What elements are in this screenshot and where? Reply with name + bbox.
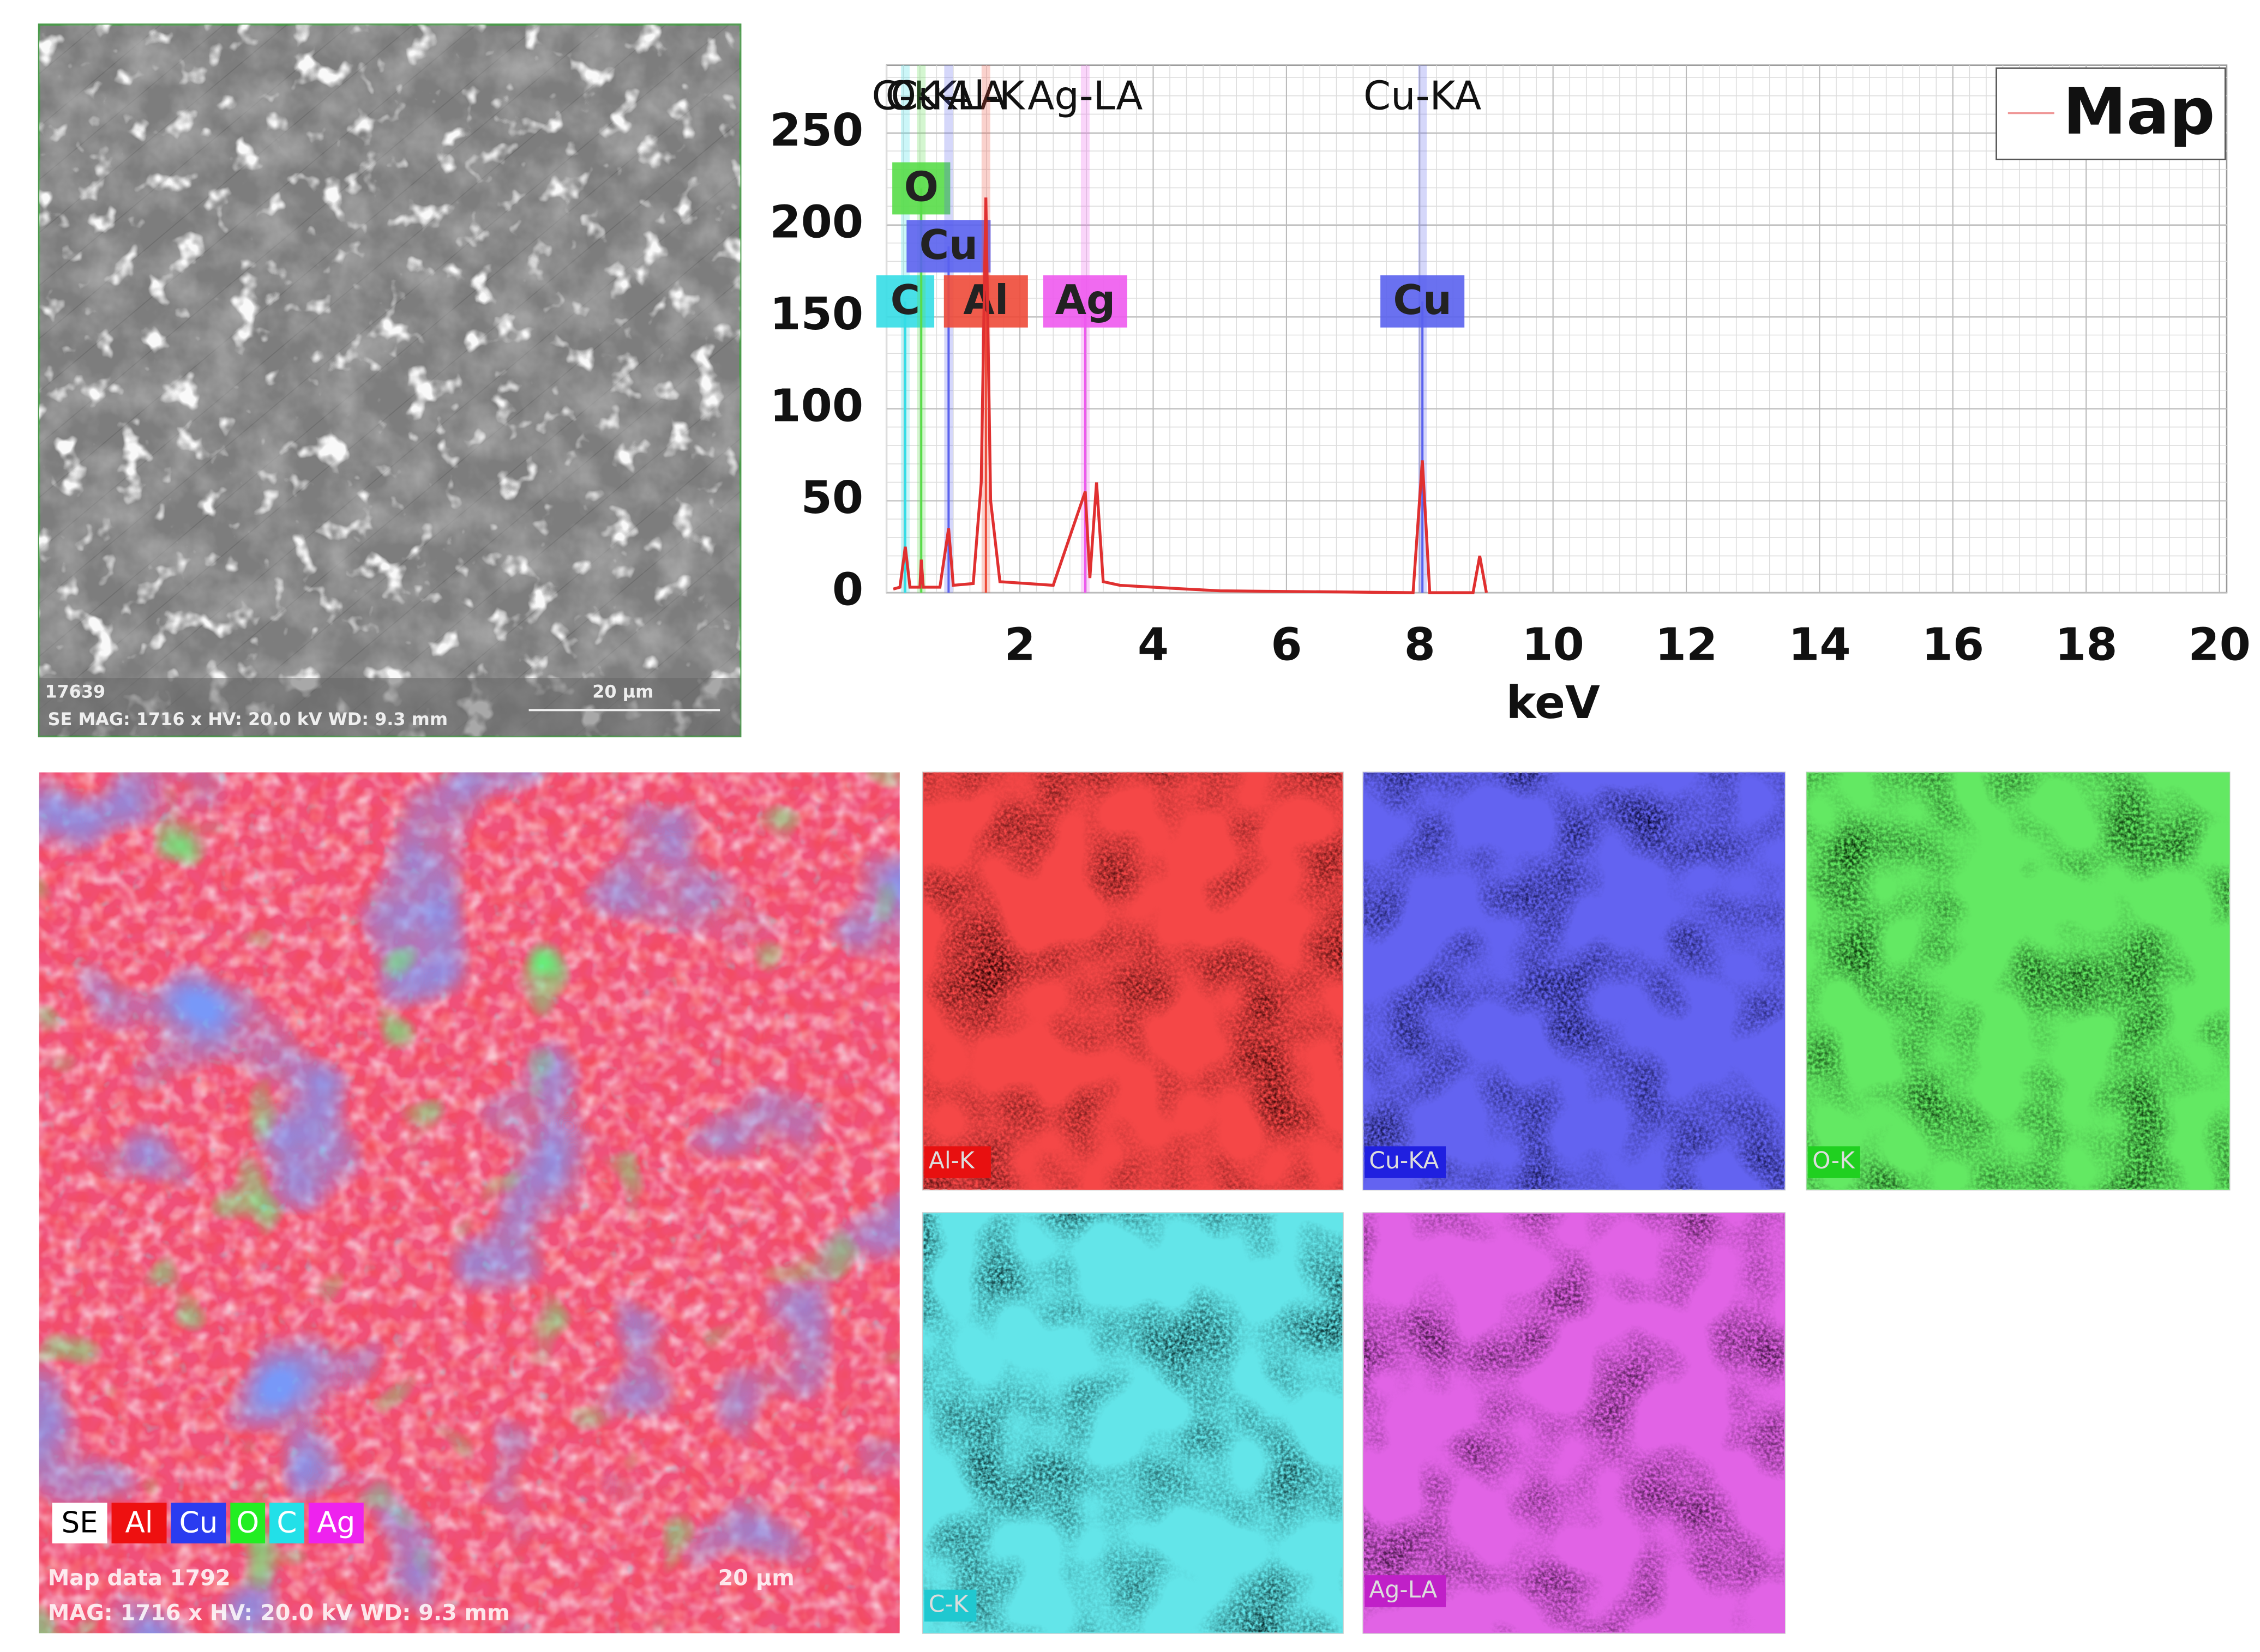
x-tick-label: 14 — [1788, 619, 1851, 671]
element-map-label: O-K — [1812, 1148, 1855, 1174]
x-tick-label: 10 — [1522, 619, 1584, 671]
spectrum-chart: 0 50 100 150 200 250 2 4 6 8 10 12 14 16 18 20 keV C C-K O O… — [770, 64, 2251, 729]
x-tick-label: 12 — [1655, 619, 1718, 671]
element-map-label: Cu-KA — [1369, 1148, 1439, 1174]
element-map-texture — [923, 1213, 1343, 1633]
peak-tag: Ag — [1055, 276, 1115, 324]
element-map-label: C-K — [929, 1591, 969, 1618]
peak-tag-box — [892, 162, 951, 215]
y-tick-label: 150 — [770, 288, 863, 340]
composite-info: Map data 1792 — [48, 1566, 231, 1591]
composite-legend-swatch — [269, 1503, 304, 1544]
y-tick-label: 250 — [770, 105, 863, 156]
peak-tag-box — [1043, 275, 1127, 328]
composite-legend-label: O — [236, 1506, 259, 1540]
x-tick-label: 4 — [1138, 619, 1169, 671]
sem-scale-label: 20 µm — [592, 681, 653, 702]
x-tick-label: 2 — [1004, 619, 1035, 671]
x-axis-label: keV — [1506, 677, 1600, 729]
peak-tag-box — [1380, 275, 1465, 328]
peak-tag: Cu — [1393, 276, 1452, 324]
sem-image: 17639 SE MAG: 1716 x HV: 20.0 kV WD: 9.3… — [38, 23, 742, 738]
element-map-label-box — [924, 1146, 991, 1178]
composite-legend-label: SE — [61, 1506, 98, 1540]
element-map-label-box — [1365, 1146, 1446, 1178]
sem-info-bar — [39, 678, 741, 737]
element-map-texture — [1363, 1213, 1785, 1633]
composite-legend-swatch — [308, 1503, 364, 1544]
element-map-label-box — [924, 1589, 977, 1622]
peak-tag-box — [876, 275, 935, 328]
x-tick-label: 8 — [1404, 619, 1435, 671]
peak-label: Al-K — [947, 73, 1026, 118]
x-tick-label: 20 — [2188, 619, 2251, 671]
peak-label: Cu-KA — [1363, 73, 1481, 118]
element-map-label: Al-K — [929, 1148, 975, 1174]
composite-legend-swatch — [230, 1503, 266, 1544]
sem-id: 17639 — [45, 681, 105, 702]
composite-scale: 20 µm — [718, 1566, 795, 1591]
composite-texture — [39, 772, 900, 1633]
legend: Map — [1995, 67, 2226, 160]
peak-label: Cu-LA — [891, 73, 1006, 118]
spectrum-line — [893, 197, 1488, 594]
peak-label: C-K — [871, 73, 940, 118]
sem-particles — [39, 25, 741, 737]
y-tick-label: 200 — [770, 196, 863, 248]
peak-tag: O — [904, 164, 939, 211]
y-tick-label: 100 — [770, 380, 863, 432]
composite-legend-swatch — [111, 1503, 167, 1544]
x-tick-label: 16 — [1922, 619, 1985, 671]
element-map-texture — [923, 772, 1343, 1190]
composite-legend-swatch — [52, 1503, 107, 1544]
peak-tag: Cu — [919, 221, 978, 269]
sem-info: SE MAG: 1716 x HV: 20.0 kV WD: 9.3 mm — [48, 709, 448, 729]
peak-label: Ag-LA — [1027, 73, 1143, 118]
element-map-label: Ag-LA — [1369, 1577, 1437, 1603]
y-tick-label: 50 — [801, 472, 864, 524]
composite-legend-swatch — [171, 1503, 226, 1544]
x-tick-label: 18 — [2055, 619, 2118, 671]
y-tick-label: 0 — [832, 564, 863, 616]
element-map-texture — [1806, 772, 2230, 1190]
composite-legend-label: C — [277, 1506, 297, 1540]
composite-legend-label: Cu — [179, 1506, 218, 1540]
element-maps: SE Al Cu O C Ag Map data 1792 MAG: 1716 x HV: 2… — [39, 771, 2231, 1634]
element-map-label-box — [1808, 1146, 1860, 1178]
peak-tag-box — [906, 220, 991, 273]
composite-info: MAG: 1716 x HV: 20.0 kV WD: 9.3 mm — [48, 1600, 510, 1625]
legend-label: Map — [2063, 74, 2215, 149]
element-map-label-box — [1365, 1575, 1446, 1607]
element-map-texture — [1363, 772, 1785, 1190]
composite-legend-label: Ag — [317, 1506, 355, 1540]
peak-tag: C — [891, 276, 921, 324]
x-tick-label: 6 — [1271, 619, 1302, 671]
composite-legend-label: Al — [125, 1506, 153, 1540]
peak-label: O-K — [886, 73, 958, 118]
